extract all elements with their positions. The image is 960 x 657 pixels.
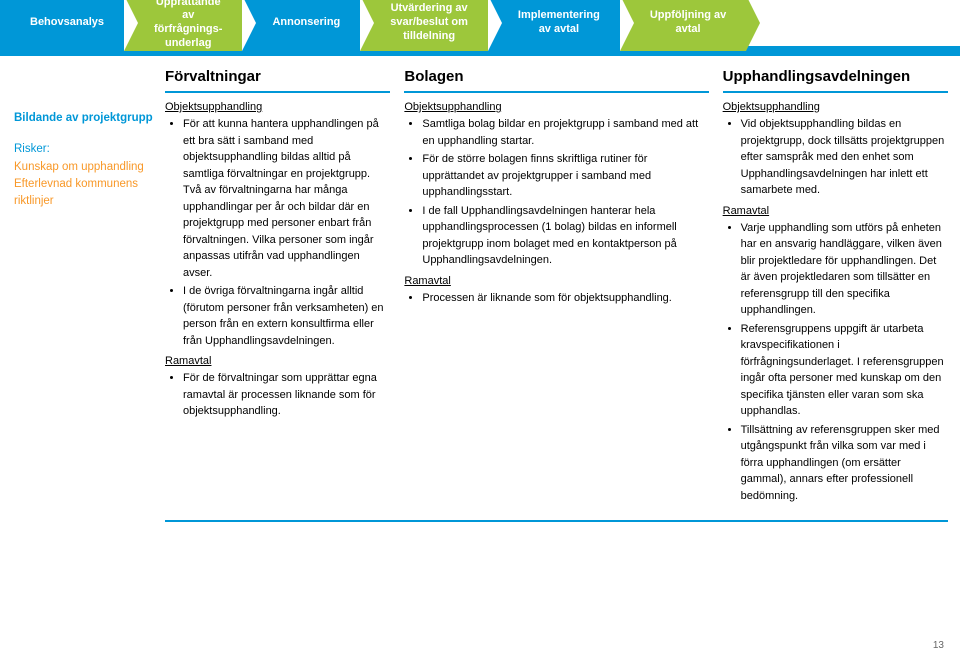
bullet-item: Tillsättning av referensgruppen sker med…: [741, 422, 948, 505]
bullet-item: För de större bolagen finns skriftliga r…: [422, 151, 708, 201]
bullet-list: Vid objektsupphandling bildas en projekt…: [723, 116, 948, 199]
chevron-label: Annonsering: [272, 16, 340, 30]
sidebar: Bildande av projektgrupp Risker: Kunskap…: [0, 68, 165, 522]
chevron-step: Annonsering: [242, 0, 360, 51]
bullet-item: Processen är liknande som för objektsupp…: [422, 290, 708, 307]
bullet-item: Varje upphandling som utförs på enheten …: [741, 220, 948, 319]
bullet-item: För de förvaltningar som upprättar egna …: [183, 370, 390, 420]
process-chevron-banner: Behovsanalys Upprättande av förfrågnings-…: [0, 0, 960, 56]
section-heading: Objektsupphandling: [165, 101, 390, 113]
page-number: 13: [933, 640, 944, 651]
bullet-list: Samtliga bolag bildar en projektgrupp i …: [404, 116, 708, 269]
section-heading: Ramavtal: [404, 275, 708, 287]
bullet-list: För de förvaltningar som upprättar egna …: [165, 370, 390, 420]
chevron-step: Upprättande av förfrågnings- underlag: [124, 0, 242, 51]
sidebar-risk: Efterlevnad kommunens riktlinjer: [14, 176, 155, 211]
bullet-item: I de övriga förvaltningarna ingår alltid…: [183, 283, 390, 349]
sidebar-risk-title: Risker:: [14, 141, 155, 158]
chevron-label: Uppföljning av avtal: [650, 9, 726, 37]
section-heading: Objektsupphandling: [404, 101, 708, 113]
bullet-item: I de fall Upphandlingsavdelningen hanter…: [422, 203, 708, 269]
chevron-label: Upprättande av förfrågnings- underlag: [154, 0, 222, 51]
bullet-list: Varje upphandling som utförs på enheten …: [723, 220, 948, 505]
column-title: Bolagen: [404, 68, 708, 93]
content-area: Bildande av projektgrupp Risker: Kunskap…: [0, 56, 960, 522]
sidebar-risk: Kunskap om upphandling: [14, 159, 155, 176]
chevron-step: Behovsanalys: [0, 0, 124, 51]
chevron-label: Implementering av avtal: [518, 9, 600, 37]
bullet-item: För att kunna hantera upphandlingen på e…: [183, 116, 390, 281]
bullet-list: Processen är liknande som för objektsupp…: [404, 290, 708, 307]
bullet-list: För att kunna hantera upphandlingen på e…: [165, 116, 390, 349]
column: Upphandlingsavdelningen Objektsupphandlin…: [723, 68, 948, 508]
bullet-item: Referensgruppens uppgift är utarbeta kra…: [741, 321, 948, 420]
section-heading: Ramavtal: [165, 355, 390, 367]
bullet-item: Vid objektsupphandling bildas en projekt…: [741, 116, 948, 199]
chevron-step: Implementering av avtal: [488, 0, 620, 51]
section-heading: Objektsupphandling: [723, 101, 948, 113]
column-title: Upphandlingsavdelningen: [723, 68, 948, 93]
column: Bolagen Objektsupphandling Samtliga bolag …: [404, 68, 708, 508]
chevron-step: Uppföljning av avtal: [620, 0, 746, 51]
column: Förvaltningar Objektsupphandling För att k…: [165, 68, 390, 508]
chevron-step: Utvärdering av svar/beslut om tilldelnin…: [360, 0, 488, 51]
section-heading: Ramavtal: [723, 205, 948, 217]
bullet-item: Samtliga bolag bildar en projektgrupp i …: [422, 116, 708, 149]
main-columns: Förvaltningar Objektsupphandling För att k…: [165, 68, 948, 522]
column-title: Förvaltningar: [165, 68, 390, 93]
sidebar-heading: Bildande av projektgrupp: [14, 110, 155, 127]
chevron-label: Behovsanalys: [30, 16, 104, 30]
chevron-label: Utvärdering av svar/beslut om tilldelnin…: [390, 2, 468, 43]
